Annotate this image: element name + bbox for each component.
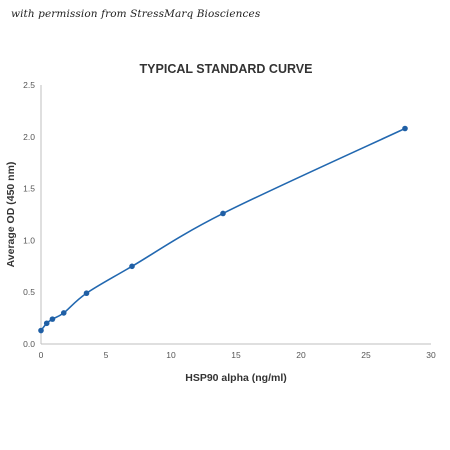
data-point bbox=[83, 290, 90, 297]
x-tick-labels: 0 5 10 15 20 25 30 bbox=[39, 350, 436, 360]
chart-axes bbox=[40, 85, 431, 345]
data-point bbox=[402, 125, 408, 132]
x-tick-label: 15 bbox=[231, 350, 241, 360]
data-point bbox=[60, 310, 67, 316]
x-tick-label: 30 bbox=[426, 350, 436, 360]
data-points bbox=[38, 125, 408, 334]
credit-text: with permission from StressMarq Bioscien… bbox=[11, 8, 261, 20]
data-point bbox=[220, 210, 226, 217]
chart-title: TYPICAL STANDARD CURVE bbox=[140, 62, 313, 76]
y-axis-label: Average OD (450 nm) bbox=[5, 162, 17, 268]
x-tick-label: 10 bbox=[166, 350, 176, 360]
data-point bbox=[49, 316, 56, 322]
y-tick-label: 0.0 bbox=[23, 339, 35, 349]
y-tick-label: 1.0 bbox=[23, 235, 35, 245]
y-tick-label: 2.5 bbox=[23, 80, 35, 90]
y-tick-label: 1.5 bbox=[23, 184, 35, 194]
data-point bbox=[38, 327, 44, 334]
data-point bbox=[129, 263, 135, 270]
x-axis-label: HSP90 alpha (ng/ml) bbox=[185, 372, 287, 384]
x-tick-label: 20 bbox=[296, 350, 306, 360]
y-tick-label: 2.0 bbox=[23, 132, 35, 142]
x-tick-label: 5 bbox=[104, 350, 109, 360]
x-tick-label: 0 bbox=[39, 350, 44, 360]
x-tick-label: 25 bbox=[361, 350, 371, 360]
data-point bbox=[43, 320, 50, 327]
series-line bbox=[40, 127, 406, 332]
y-tick-labels: 0.0 0.5 1.0 1.5 2.0 2.5 bbox=[23, 80, 35, 349]
y-tick-label: 0.5 bbox=[23, 287, 35, 297]
